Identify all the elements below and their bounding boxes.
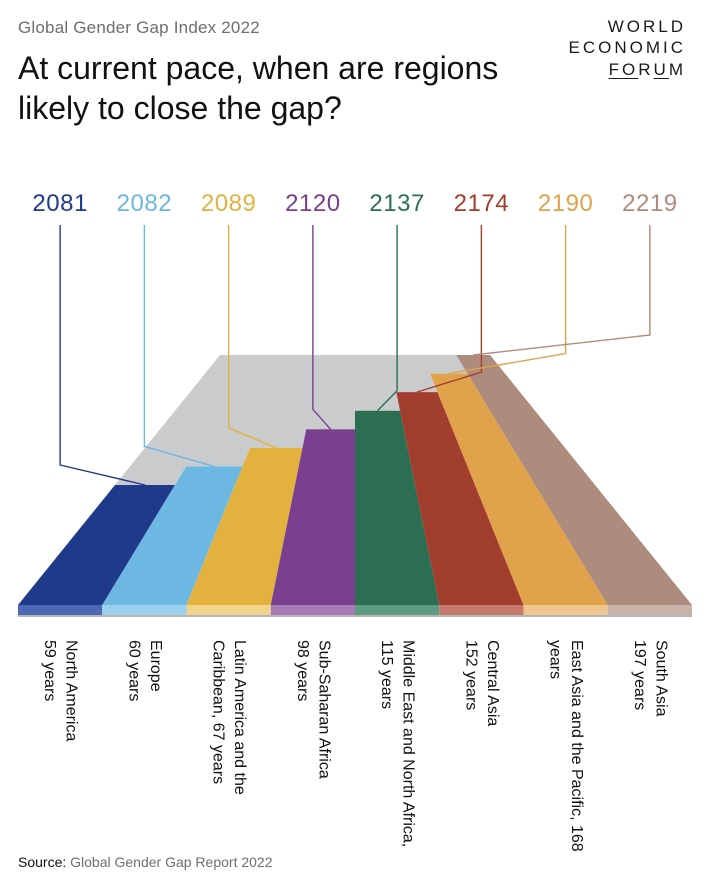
region-cell: North America59 years [18,640,102,860]
source-label: Source: [18,854,66,870]
logo-line3: FORUM [569,59,687,80]
source-value: Global Gender Gap Report 2022 [70,854,272,870]
source-line: Source: Global Gender Gap Report 2022 [18,854,273,870]
region-text: Latin America and the Caribbean, 67 year… [207,640,250,860]
year-label: 2081 [18,190,102,218]
lane-edge-3 [271,605,355,615]
region-cell: Europe60 years [102,640,186,860]
region-text: Central Asia152 years [460,640,503,726]
logo-line2: ECONOMIC [569,37,687,58]
year-labels: 20812082208921202137217421902219 [18,190,692,218]
title: At current pace, when are regions likely… [18,48,538,128]
region-text: South Asia197 years [628,640,671,717]
logo-line1: WORLD [569,16,687,37]
year-label: 2089 [187,190,271,218]
lane-edge-0 [18,605,102,615]
region-cell: Latin America and the Caribbean, 67 year… [187,640,271,860]
lane-edge-7 [608,605,692,615]
region-text: Europe60 years [123,640,166,701]
year-label: 2219 [608,190,692,218]
lane-edge-4 [355,605,439,615]
region-labels: North America59 years Europe60 years Latin… [18,640,692,860]
region-text: Sub-Saharan Africa98 years [291,640,334,779]
region-cell: Sub-Saharan Africa98 years [271,640,355,860]
perspective-chart [18,225,692,630]
region-cell: Middle East and North Africa, 115 years [355,640,439,860]
year-label: 2174 [439,190,523,218]
leader-0 [60,225,145,485]
lane-edge-2 [187,605,271,615]
year-label: 2082 [102,190,186,218]
region-cell: Central Asia152 years [439,640,523,860]
region-cell: South Asia197 years [608,640,692,860]
region-text: North America59 years [39,640,82,741]
region-cell: East Asia and the Pacific, 168 years [524,640,608,860]
year-label: 2137 [355,190,439,218]
lane-edge-1 [102,605,186,615]
lane-edge-6 [524,605,608,615]
region-text: Middle East and North Africa, 115 years [376,640,419,860]
leader-7 [473,225,650,355]
wef-logo: WORLD ECONOMIC FORUM [569,16,687,80]
lane-edge-5 [439,605,523,615]
year-label: 2120 [271,190,355,218]
year-label: 2190 [524,190,608,218]
region-text: East Asia and the Pacific, 168 years [544,640,587,860]
